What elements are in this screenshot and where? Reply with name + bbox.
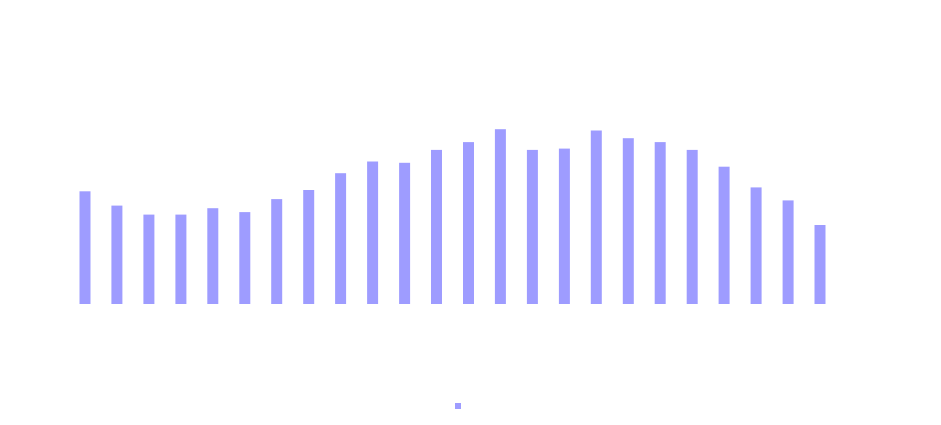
bar-9[interactable] [335,173,347,304]
bar-21[interactable] [718,166,730,304]
legend[interactable] [455,403,461,409]
bar-20[interactable] [686,149,698,304]
bar-7[interactable] [271,199,283,304]
bar-1[interactable] [79,191,91,304]
bar-11[interactable] [399,162,411,304]
bar-19[interactable] [654,142,666,304]
bar-6[interactable] [239,212,251,304]
bar-16[interactable] [558,148,570,304]
bar-17[interactable] [590,130,602,305]
bar-18[interactable] [622,138,634,304]
bar-4[interactable] [175,214,187,304]
bar-24[interactable] [814,225,826,304]
bar-14[interactable] [494,129,506,304]
bar-series [79,129,826,305]
bar-5[interactable] [207,208,219,304]
bar-8[interactable] [303,190,315,304]
bar-13[interactable] [463,142,474,304]
bar-12[interactable] [431,149,442,304]
bar-22[interactable] [750,187,762,304]
bar-3[interactable] [143,214,155,304]
bar-10[interactable] [367,161,379,305]
bar-2[interactable] [111,205,123,304]
legend-swatch [455,403,461,409]
bar-15[interactable] [526,149,538,304]
bar-23[interactable] [782,200,794,304]
